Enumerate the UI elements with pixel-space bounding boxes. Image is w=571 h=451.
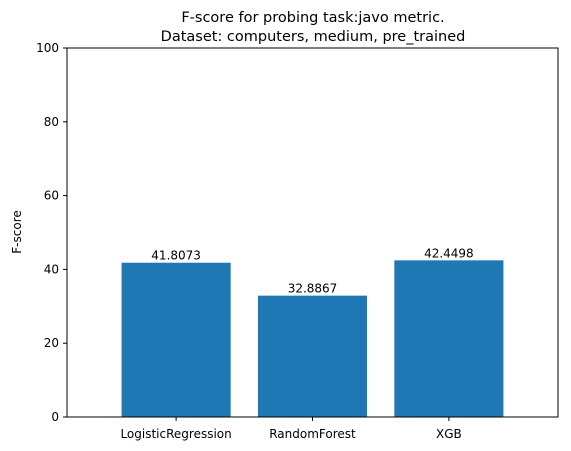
y-axis: 0 20 40 60 80 100 <box>36 41 67 424</box>
y-tick-label: 80 <box>44 115 59 129</box>
bars-layer: 41.8073 32.8867 42.4498 <box>121 246 504 417</box>
y-tick-label: 40 <box>44 262 59 276</box>
x-axis: LogisticRegression RandomForest XGB <box>120 417 462 441</box>
bar-value-label: 41.8073 <box>151 249 201 263</box>
plot-frame <box>66 47 559 418</box>
x-tick-label: LogisticRegression <box>120 427 231 441</box>
y-axis-label: F-score <box>10 210 24 253</box>
bar-randomforest <box>257 295 368 417</box>
bar-value-label: 42.4498 <box>424 246 474 260</box>
y-tick-label: 20 <box>44 336 59 350</box>
y-tick-label: 0 <box>51 410 59 424</box>
bar-logisticregression <box>121 262 231 417</box>
bar-xgb <box>394 260 504 417</box>
bar-value-label: 32.8867 <box>288 282 338 296</box>
x-tick-label: RandomForest <box>269 427 356 441</box>
chart-title-line-2: Dataset: computers, medium, pre_trained <box>161 29 466 45</box>
y-tick-label: 100 <box>36 41 59 55</box>
chart-title-line-1: F-score for probing task:javo metric. <box>181 10 444 26</box>
x-tick-label: XGB <box>436 427 462 441</box>
y-tick-label: 60 <box>44 189 59 203</box>
